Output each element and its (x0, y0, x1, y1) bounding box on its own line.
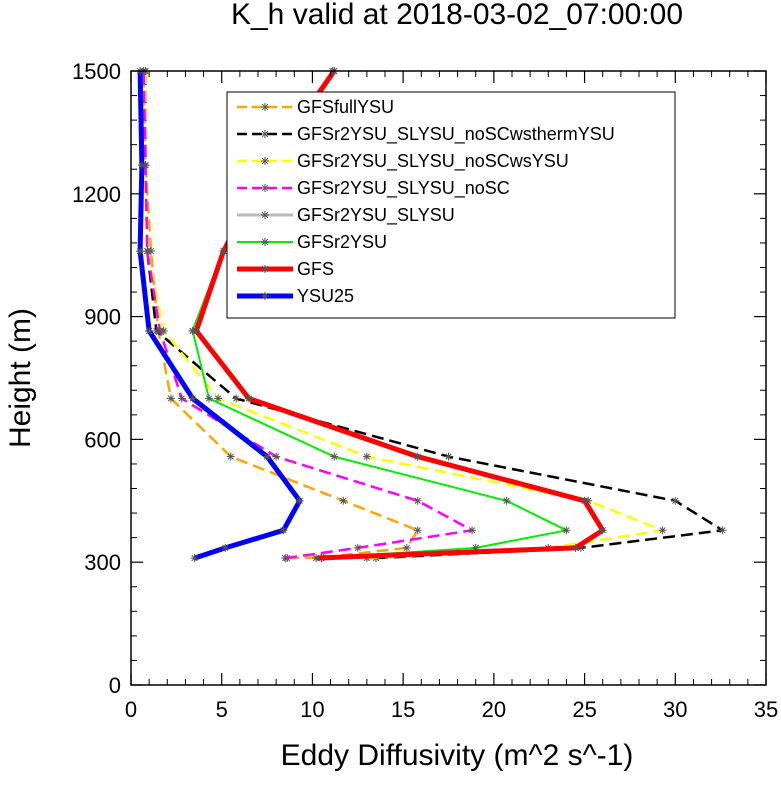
data-point (221, 543, 230, 552)
data-point (281, 554, 290, 563)
data-point (143, 247, 152, 256)
legend-label: GFSr2YSU_SLYSU_noSCwsYSU (297, 151, 569, 172)
data-point (166, 394, 175, 403)
legend-item: GFSr2YSU (237, 232, 387, 252)
data-point (219, 247, 228, 256)
data-point (312, 554, 321, 563)
legend-label: GFSr2YSU_SLYSU_noSC (297, 178, 510, 199)
data-point (402, 543, 411, 552)
data-point (188, 394, 197, 403)
legend-item: GFSr2YSU_SLYSU_noSCwsYSU (237, 151, 569, 172)
data-point (658, 526, 667, 535)
legend-item: YSU25 (237, 286, 354, 306)
legend-marker (261, 103, 269, 111)
data-point (562, 526, 571, 535)
data-point (580, 496, 589, 505)
data-point (279, 526, 288, 535)
data-point (263, 452, 272, 461)
legend-marker (261, 265, 269, 273)
data-point (272, 452, 281, 461)
data-point (190, 554, 199, 563)
data-point (244, 394, 253, 403)
legend: GFSfullYSU GFSr2YSU_SLYSU_noSCwsthermYSU G… (226, 91, 676, 319)
y-axis-title: Height (m) (4, 308, 37, 448)
axis-ticks: 0 5 10 15 20 25 30 35 0 300 600 900 1200 1500 (72, 59, 778, 722)
x-tick-label: 35 (754, 697, 778, 722)
series-line (137, 70, 303, 561)
x-axis-title: Eddy Diffusivity (m^2 s^-1) (281, 739, 634, 772)
data-point (295, 496, 304, 505)
legend-marker (261, 184, 269, 192)
legend-item: GFSr2YSU_SLYSU (237, 205, 455, 226)
legend-label: GFS (297, 259, 334, 279)
legend-label: GFSr2YSU_SLYSU_noSCwsthermYSU (297, 124, 615, 145)
data-point (413, 496, 422, 505)
legend-marker (261, 130, 269, 138)
data-point (598, 526, 607, 535)
x-tick-label: 20 (482, 697, 506, 722)
legend-item: GFSfullYSU (237, 97, 394, 117)
x-tick-label: 10 (300, 697, 324, 722)
legend-label: YSU25 (297, 286, 354, 306)
legend-label: GFSfullYSU (297, 97, 394, 117)
x-tick-label: 25 (572, 697, 596, 722)
x-tick-label: 5 (216, 697, 228, 722)
data-point (232, 394, 241, 403)
data-point (413, 452, 422, 461)
data-point (571, 543, 580, 552)
data-point (502, 496, 511, 505)
legend-label: GFSr2YSU (297, 232, 387, 252)
data-point (226, 452, 235, 461)
legend-item: GFSr2YSU_SLYSU_noSC (237, 178, 510, 199)
legend-label: GFSr2YSU_SLYSU (297, 205, 455, 226)
plot-frame (130, 70, 767, 686)
data-point (718, 526, 727, 535)
x-tick-label: 0 (125, 697, 137, 722)
data-point (145, 326, 154, 335)
y-tick-label: 900 (84, 305, 121, 330)
legend-marker (261, 157, 269, 165)
data-point (156, 326, 165, 335)
data-point (444, 452, 453, 461)
legend-marker (261, 211, 269, 219)
y-tick-label: 600 (84, 427, 121, 452)
y-tick-label: 0 (109, 673, 121, 698)
y-tick-label: 1200 (72, 182, 121, 207)
data-point (192, 326, 201, 335)
data-point (413, 526, 422, 535)
y-tick-label: 300 (84, 550, 121, 575)
legend-item: GFS (237, 259, 334, 279)
data-point (214, 394, 223, 403)
data-point (362, 452, 371, 461)
x-tick-label: 30 (663, 697, 687, 722)
data-point (177, 394, 186, 403)
y-tick-label: 1500 (72, 59, 121, 84)
legend-marker (261, 238, 269, 246)
data-point (468, 526, 477, 535)
data-point (330, 452, 339, 461)
legend-box (226, 91, 676, 319)
chart-title: K_h valid at 2018-03-02_07:00:00 (231, 0, 683, 31)
data-point (205, 394, 214, 403)
legend-item: GFSr2YSU_SLYSU_noSCwsthermYSU (237, 124, 615, 145)
data-point (339, 496, 348, 505)
legend-marker (261, 292, 269, 300)
data-point (671, 496, 680, 505)
data-point (353, 543, 362, 552)
x-tick-label: 15 (391, 697, 415, 722)
data-point (137, 161, 146, 170)
series-line (142, 70, 419, 560)
data-point (136, 247, 145, 256)
